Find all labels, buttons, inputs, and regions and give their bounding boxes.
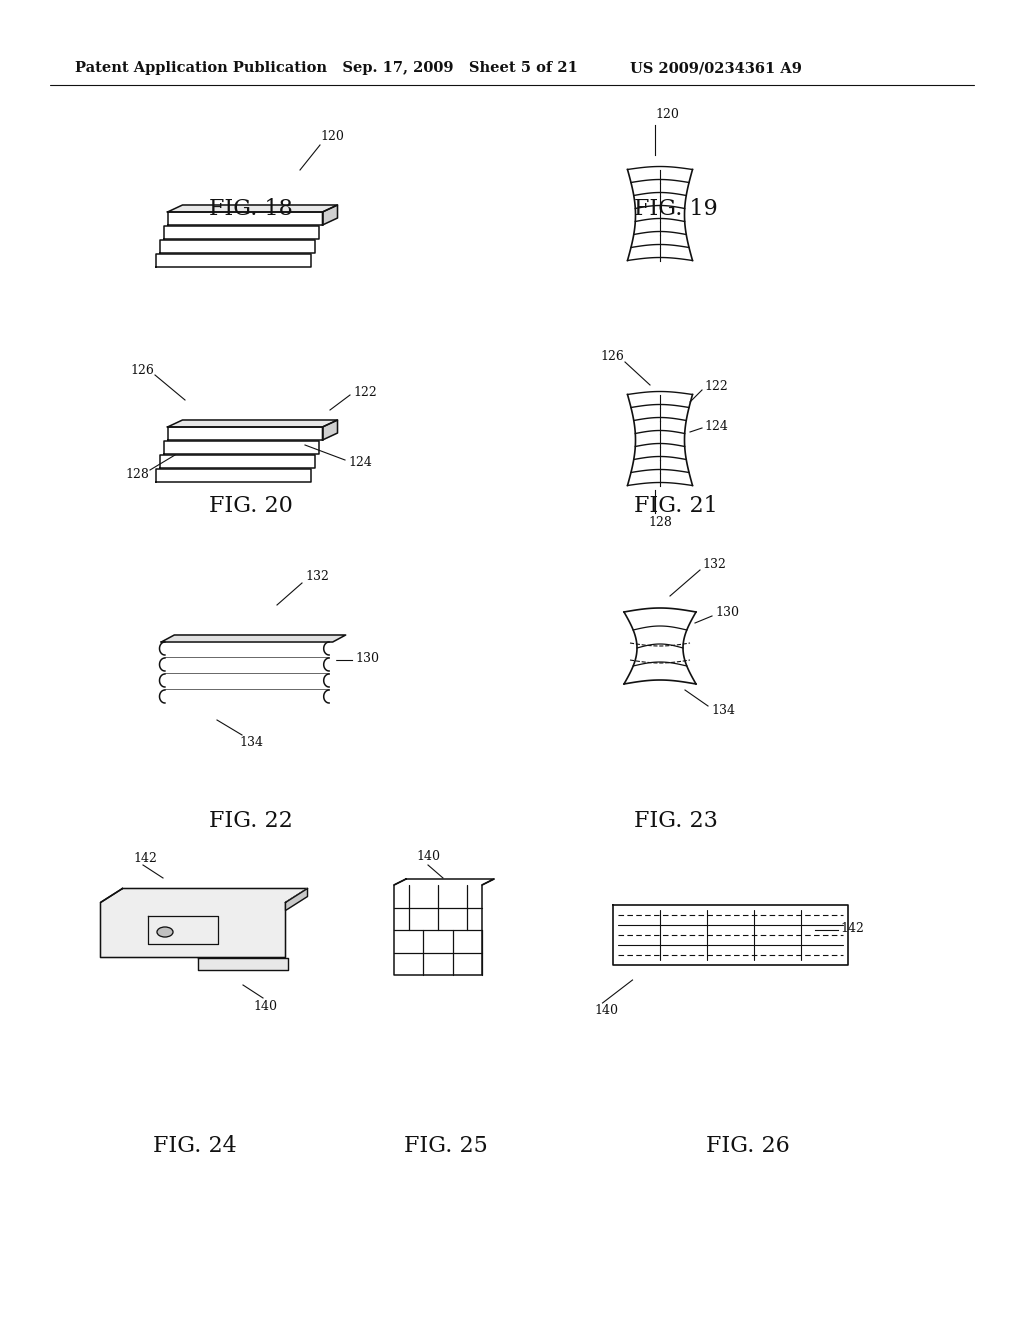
- Polygon shape: [164, 441, 318, 454]
- Polygon shape: [100, 888, 307, 957]
- Text: 130: 130: [355, 652, 379, 664]
- Polygon shape: [168, 205, 338, 213]
- Polygon shape: [160, 642, 335, 655]
- Text: 140: 140: [253, 999, 278, 1012]
- Polygon shape: [168, 426, 323, 440]
- Text: 128: 128: [648, 516, 672, 528]
- Polygon shape: [624, 612, 696, 684]
- Polygon shape: [160, 690, 335, 704]
- Polygon shape: [162, 635, 346, 642]
- Text: 122: 122: [353, 385, 377, 399]
- Text: 142: 142: [840, 921, 864, 935]
- Text: 132: 132: [702, 557, 726, 570]
- Text: 124: 124: [348, 455, 372, 469]
- Text: FIG. 18: FIG. 18: [209, 198, 293, 219]
- Text: 126: 126: [600, 350, 624, 363]
- Polygon shape: [628, 169, 692, 260]
- Ellipse shape: [157, 927, 173, 937]
- Text: 122: 122: [705, 380, 728, 392]
- Text: 140: 140: [595, 1005, 618, 1018]
- Text: 128: 128: [125, 469, 148, 482]
- Text: 126: 126: [130, 363, 154, 376]
- Polygon shape: [323, 420, 338, 440]
- Text: Patent Application Publication   Sep. 17, 2009   Sheet 5 of 21: Patent Application Publication Sep. 17, …: [75, 61, 578, 75]
- Polygon shape: [157, 253, 311, 267]
- Text: 120: 120: [655, 108, 679, 121]
- Polygon shape: [160, 455, 315, 469]
- Polygon shape: [160, 675, 335, 686]
- Text: 124: 124: [705, 420, 728, 433]
- Polygon shape: [168, 420, 338, 426]
- Polygon shape: [160, 240, 315, 253]
- Text: FIG. 24: FIG. 24: [153, 1135, 237, 1156]
- Polygon shape: [323, 205, 338, 224]
- Text: 130: 130: [715, 606, 739, 619]
- Text: 134: 134: [239, 737, 263, 750]
- Text: FIG. 20: FIG. 20: [209, 495, 293, 516]
- Text: FIG. 23: FIG. 23: [634, 810, 718, 832]
- Polygon shape: [160, 657, 335, 671]
- Text: 132: 132: [305, 570, 329, 583]
- Text: FIG. 22: FIG. 22: [209, 810, 293, 832]
- Text: FIG. 21: FIG. 21: [634, 495, 718, 516]
- Polygon shape: [164, 226, 318, 239]
- Polygon shape: [612, 906, 848, 965]
- Text: FIG. 25: FIG. 25: [403, 1135, 487, 1156]
- Text: 142: 142: [133, 851, 157, 865]
- Text: 134: 134: [711, 704, 735, 717]
- Polygon shape: [157, 469, 311, 482]
- Polygon shape: [628, 395, 692, 486]
- Text: FIG. 26: FIG. 26: [706, 1135, 790, 1156]
- Text: US 2009/0234361 A9: US 2009/0234361 A9: [630, 61, 802, 75]
- Text: 140: 140: [416, 850, 440, 863]
- Text: 120: 120: [319, 131, 344, 144]
- Polygon shape: [198, 957, 288, 969]
- Polygon shape: [394, 879, 494, 975]
- Text: FIG. 19: FIG. 19: [634, 198, 718, 219]
- Polygon shape: [168, 213, 323, 224]
- Polygon shape: [286, 888, 307, 911]
